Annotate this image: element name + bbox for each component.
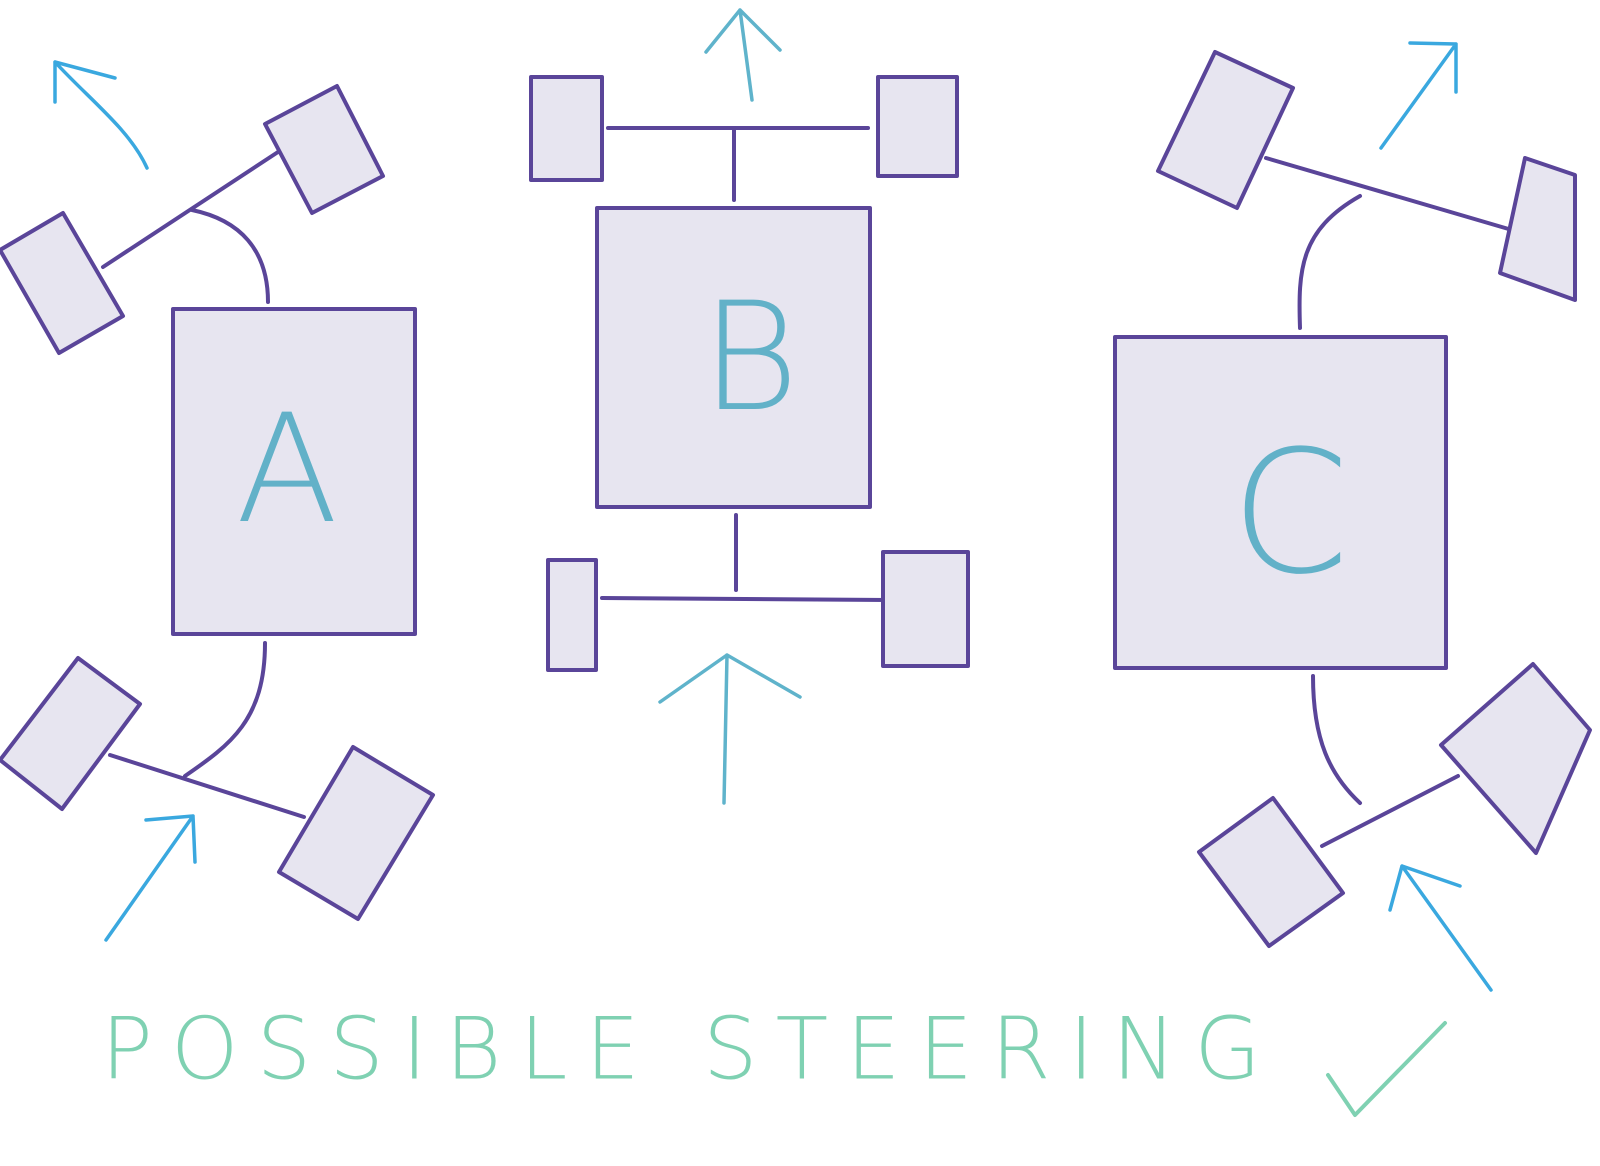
- car-body: [1113, 335, 1448, 670]
- wheel: [1197, 796, 1345, 948]
- wheel: [0, 656, 142, 811]
- axle: [600, 596, 890, 602]
- wheel: [529, 75, 604, 182]
- wheel: [277, 745, 435, 921]
- caption: POSSIBLE STEERING: [101, 1000, 1279, 1100]
- car-label: B: [701, 271, 799, 445]
- car-label: C: [1231, 415, 1350, 613]
- connector: [183, 641, 267, 778]
- axle: [1264, 156, 1514, 232]
- wheel: [1156, 50, 1295, 210]
- axle: [101, 150, 280, 269]
- car-a: A: [0, 60, 435, 942]
- wheel: [546, 558, 598, 672]
- axle: [108, 753, 306, 819]
- connector: [190, 208, 270, 304]
- wheel: [876, 75, 959, 178]
- arrow: [1379, 41, 1458, 150]
- checkmark: [1326, 1021, 1447, 1117]
- arrow: [1388, 864, 1493, 992]
- arrow: [104, 814, 197, 942]
- wheel: [263, 84, 385, 215]
- arrow: [658, 653, 802, 805]
- wheel: [1498, 156, 1577, 302]
- arrow: [704, 8, 782, 102]
- car-body: [595, 206, 872, 509]
- car-body: [171, 307, 417, 636]
- wheel: [881, 550, 970, 668]
- connector: [1311, 674, 1362, 805]
- car-label: A: [236, 383, 339, 557]
- car-c: C: [1113, 41, 1592, 992]
- wheel: [1439, 662, 1592, 855]
- connector: [1297, 194, 1362, 330]
- axle: [1320, 774, 1460, 848]
- arrow: [53, 60, 149, 170]
- wheel: [0, 211, 125, 355]
- car-b: B: [529, 8, 970, 805]
